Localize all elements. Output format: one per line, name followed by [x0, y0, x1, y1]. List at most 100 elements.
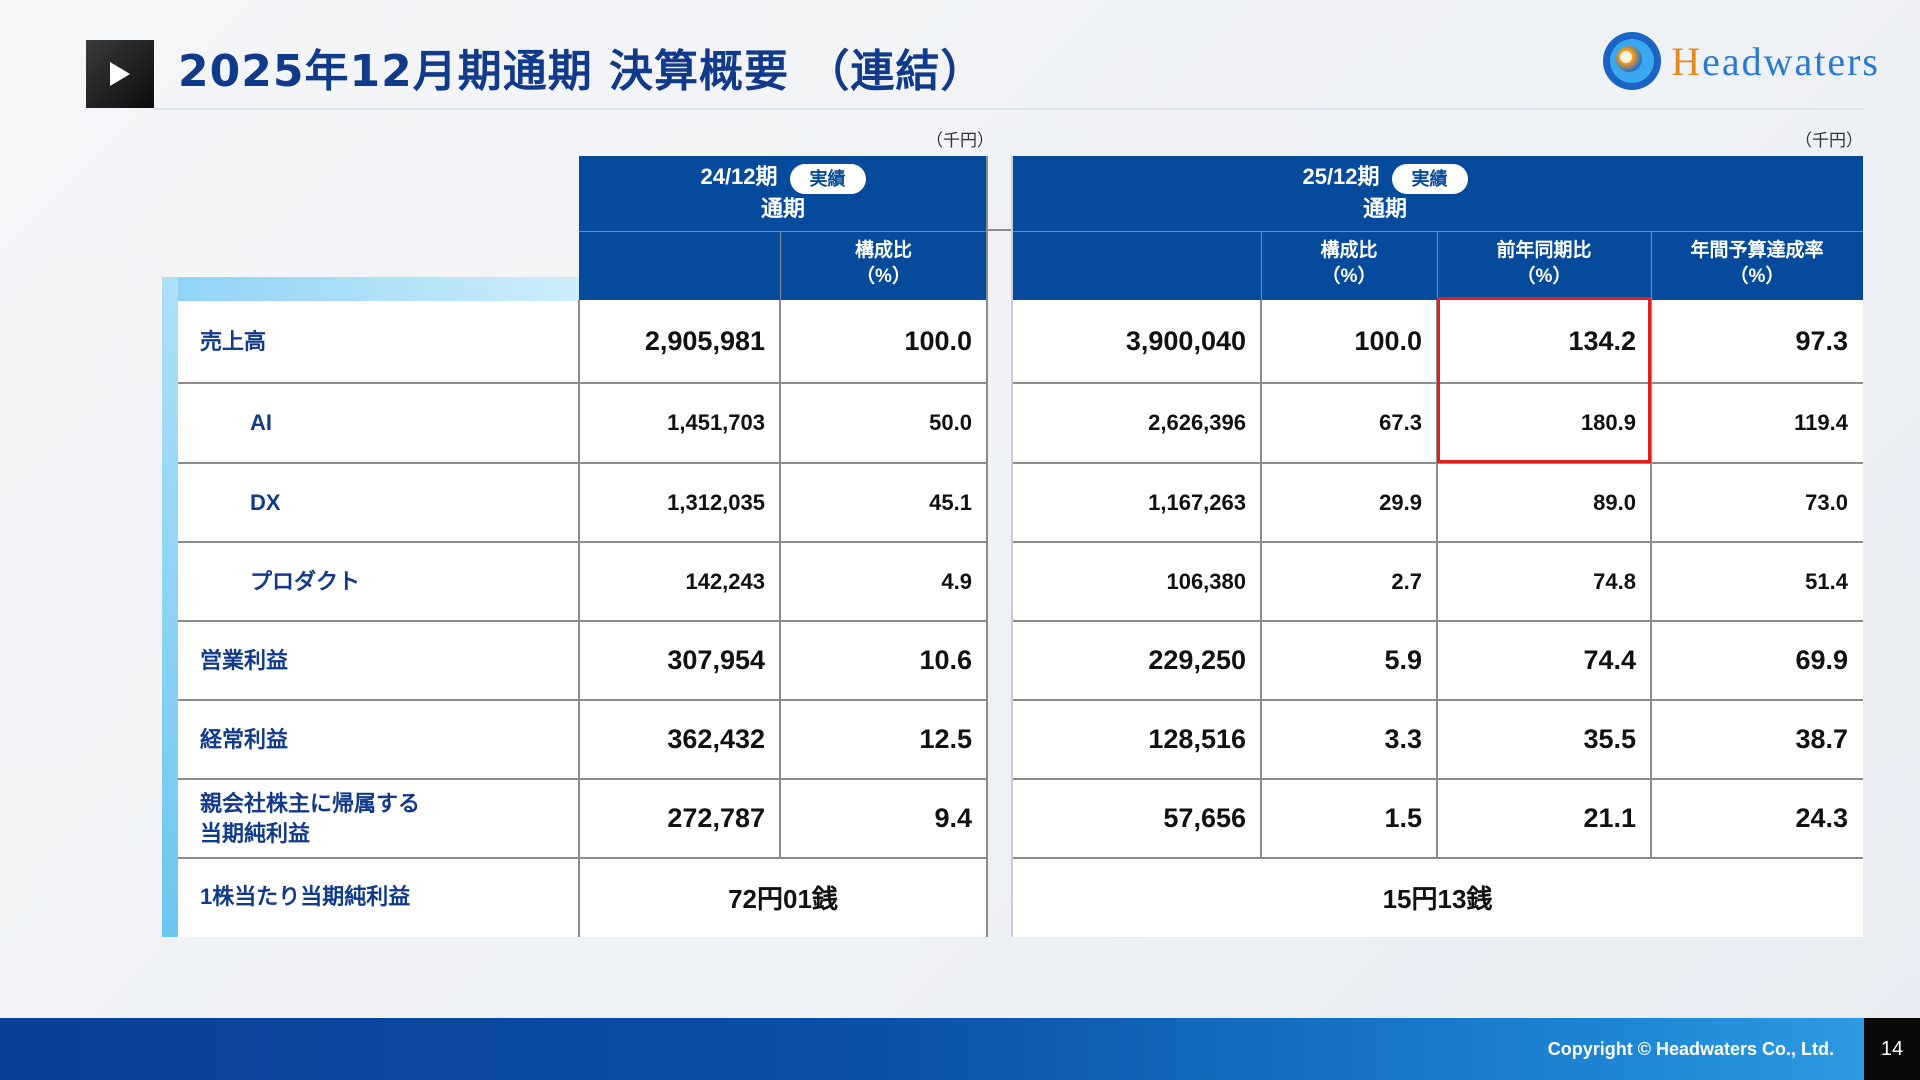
header-prev-year	[579, 156, 987, 300]
cell-curr: 1,167,263	[1148, 489, 1246, 515]
row-label: AI	[250, 410, 272, 435]
row-divider	[178, 857, 987, 859]
cell-yoy: 134.2	[1568, 326, 1636, 356]
vrule-prev-ratio	[779, 300, 781, 858]
cell-budget: 119.4	[1794, 410, 1848, 435]
cell-prev: 142,243	[685, 568, 765, 594]
eps-curr: 15円13銭	[1382, 883, 1493, 914]
vrule-curr-ratio	[1260, 300, 1262, 858]
header-curr-title: 25/12期 実績 通期	[1012, 158, 1758, 228]
header-prev-col-divider	[780, 231, 781, 300]
unit-label-prev: （千円）	[926, 131, 994, 150]
vrule-label	[578, 300, 580, 937]
header-curr-col-divider-3	[1651, 231, 1652, 300]
cell-budget: 24.3	[1795, 803, 1848, 833]
row-divider	[178, 699, 987, 701]
cell-budget: 69.9	[1795, 645, 1848, 675]
row-label: DX	[250, 489, 281, 515]
cell-yoy: 21.1	[1583, 803, 1636, 833]
cell-budget: 38.7	[1795, 724, 1848, 754]
cell-curr-ratio: 29.9	[1379, 489, 1422, 515]
badge-prev-actual: 実績	[789, 163, 866, 194]
group-connector	[987, 229, 1012, 231]
cell-prev: 362,432	[667, 724, 765, 754]
label-column-accent-top	[162, 277, 582, 301]
label-column-accent	[162, 277, 178, 937]
table-prev-body	[579, 300, 987, 937]
row-label: プロダクト	[250, 568, 361, 594]
copyright: Copyright © Headwaters Co., Ltd.	[1547, 1039, 1834, 1059]
badge-curr-actual: 実績	[1391, 163, 1468, 194]
header-curr-col-divider-2	[1437, 231, 1438, 300]
cell-prev: 1,312,035	[667, 489, 765, 515]
row-divider	[1012, 857, 1863, 859]
title-play-icon	[86, 40, 154, 108]
header-prev-period: 24/12期	[700, 164, 778, 190]
page-title: 2025年12月期通期 決算概要 （連結）	[178, 46, 986, 97]
footer-bar	[0, 1018, 1920, 1080]
vrule-budget	[1650, 300, 1652, 858]
header-prev-divider	[579, 231, 987, 232]
cell-curr: 57,656	[1163, 803, 1246, 833]
label-column-background	[178, 301, 579, 937]
cell-curr-ratio: 3.3	[1384, 724, 1422, 754]
cell-curr-ratio: 2.7	[1391, 568, 1422, 594]
cell-curr-ratio: 100.0	[1354, 326, 1422, 356]
cell-curr: 106,380	[1166, 568, 1246, 594]
cell-prev-ratio: 50.0	[929, 410, 972, 435]
cell-budget: 73.0	[1805, 489, 1848, 515]
cell-prev: 307,954	[667, 645, 765, 675]
cell-prev: 2,905,981	[644, 326, 765, 356]
header-curr-col-divider-1	[1261, 231, 1262, 300]
unit-label-curr: （千円）	[1795, 131, 1863, 150]
row-divider	[178, 620, 987, 622]
eps-prev: 72円01銭	[728, 883, 838, 914]
cell-budget: 51.4	[1805, 568, 1848, 594]
header-prev-title: 24/12期 実績 通期	[579, 158, 987, 228]
row-divider	[178, 382, 987, 384]
cell-curr-ratio: 5.9	[1384, 645, 1422, 675]
cell-yoy: 180.9	[1580, 410, 1636, 435]
row-divider	[178, 778, 987, 780]
cell-curr: 3,900,040	[1125, 326, 1246, 356]
cell-prev-ratio: 9.4	[934, 803, 972, 833]
row-label: 営業利益	[200, 647, 289, 673]
cell-prev-ratio: 45.1	[929, 489, 972, 515]
cell-curr: 229,250	[1148, 645, 1246, 675]
eps-label: 1株当たり当期純利益	[200, 884, 411, 909]
cell-prev-ratio: 10.6	[919, 645, 972, 675]
vrule-prev-end	[986, 156, 988, 937]
logo-mark-icon	[1603, 32, 1662, 90]
cell-prev-ratio: 100.0	[904, 326, 972, 356]
header-curr-period-sub: 通期	[1362, 195, 1407, 221]
yoy-highlight-box	[1437, 297, 1651, 463]
cell-yoy: 89.0	[1593, 489, 1636, 515]
row-divider	[178, 462, 987, 464]
cell-yoy: 74.8	[1593, 568, 1636, 594]
col-header-yoy: 前年同期比 （%）	[1496, 240, 1592, 287]
cell-prev-ratio: 12.5	[919, 724, 972, 754]
cell-prev-ratio: 4.9	[941, 568, 972, 594]
vrule-yoy	[1436, 300, 1438, 858]
vrule-curr-start	[1011, 156, 1013, 937]
cell-curr: 2,626,396	[1148, 410, 1246, 435]
cell-curr: 128,516	[1148, 724, 1246, 754]
row-divider	[178, 541, 987, 543]
header-curr-period: 25/12期	[1302, 164, 1380, 190]
col-header-budget: 年間予算達成率 （%）	[1690, 240, 1824, 287]
cell-yoy: 74.4	[1583, 645, 1636, 675]
cell-curr-ratio: 67.3	[1379, 410, 1422, 435]
company-logo: Headwaters	[1601, 28, 1880, 94]
cell-curr-ratio: 1.5	[1384, 803, 1422, 833]
title-divider	[154, 108, 1864, 110]
logo-wordmark: Headwaters	[1671, 38, 1880, 84]
cell-yoy: 35.5	[1583, 724, 1636, 754]
cell-budget: 97.3	[1795, 326, 1848, 356]
cell-prev: 1,451,703	[667, 410, 765, 435]
header-prev-period-sub: 通期	[760, 195, 805, 221]
cell-prev: 272,787	[667, 803, 765, 833]
row-label: 経常利益	[200, 726, 289, 752]
col-header-prev-ratio: 構成比 （%）	[854, 240, 912, 287]
col-header-curr-ratio: 構成比 （%）	[1320, 240, 1378, 287]
row-label: 親会社株主に帰属する 当期純利益	[200, 790, 421, 846]
